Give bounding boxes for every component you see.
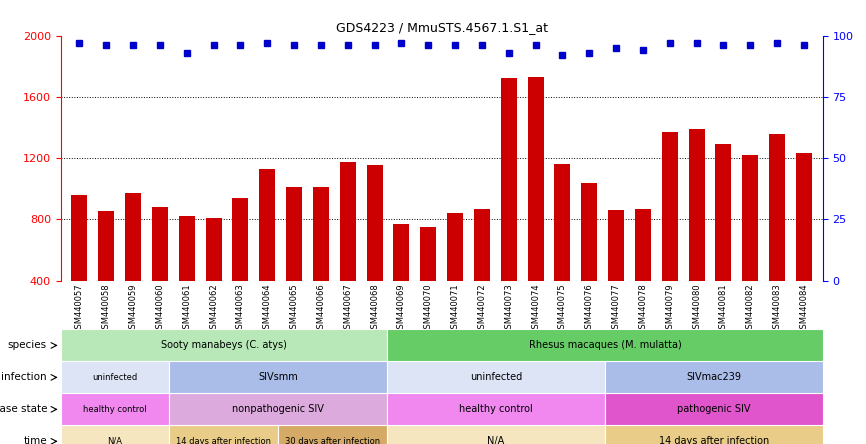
Text: disease state: disease state: [0, 404, 47, 414]
Bar: [339, 162, 356, 342]
Bar: [61, 425, 170, 444]
Bar: [796, 154, 812, 342]
Bar: [501, 79, 517, 342]
Text: nonpathogenic SIV: nonpathogenic SIV: [232, 404, 324, 414]
Bar: [387, 425, 605, 444]
Bar: [527, 77, 544, 342]
Text: 14 days after infection: 14 days after infection: [659, 436, 769, 444]
Bar: [205, 218, 222, 342]
Bar: [393, 224, 410, 342]
Bar: [447, 213, 463, 342]
Bar: [688, 129, 705, 342]
Bar: [715, 144, 732, 342]
Bar: [387, 329, 823, 361]
Bar: [605, 425, 823, 444]
Bar: [387, 393, 605, 425]
Bar: [61, 329, 387, 361]
Title: GDS4223 / MmuSTS.4567.1.S1_at: GDS4223 / MmuSTS.4567.1.S1_at: [336, 21, 547, 34]
Bar: [313, 187, 329, 342]
Bar: [170, 393, 387, 425]
Text: N/A: N/A: [107, 437, 123, 444]
Text: infection: infection: [2, 373, 47, 382]
Bar: [581, 182, 598, 342]
Bar: [71, 195, 87, 342]
Bar: [278, 425, 387, 444]
Bar: [554, 164, 571, 342]
Bar: [769, 134, 785, 342]
Bar: [232, 198, 249, 342]
Bar: [170, 425, 278, 444]
Bar: [125, 193, 141, 342]
Bar: [608, 210, 624, 342]
Bar: [387, 361, 605, 393]
Text: pathogenic SIV: pathogenic SIV: [677, 404, 751, 414]
Bar: [259, 169, 275, 342]
Text: time: time: [23, 436, 47, 444]
Text: Rhesus macaques (M. mulatta): Rhesus macaques (M. mulatta): [528, 341, 682, 350]
Bar: [474, 209, 490, 342]
Text: uninfected: uninfected: [93, 373, 138, 382]
Text: healthy control: healthy control: [459, 404, 533, 414]
Text: N/A: N/A: [488, 436, 505, 444]
Bar: [61, 393, 170, 425]
Text: species: species: [8, 341, 47, 350]
Text: healthy control: healthy control: [83, 405, 147, 414]
Bar: [98, 211, 114, 342]
Text: 14 days after infection: 14 days after infection: [177, 437, 271, 444]
Text: uninfected: uninfected: [470, 373, 522, 382]
Text: SIVmac239: SIVmac239: [687, 373, 741, 382]
Bar: [662, 132, 678, 342]
Bar: [178, 216, 195, 342]
Bar: [420, 227, 436, 342]
Bar: [170, 361, 387, 393]
Bar: [742, 155, 759, 342]
Text: SIVsmm: SIVsmm: [258, 373, 298, 382]
Bar: [152, 207, 168, 342]
Bar: [605, 393, 823, 425]
Text: 30 days after infection: 30 days after infection: [285, 437, 380, 444]
Bar: [61, 361, 170, 393]
Bar: [605, 361, 823, 393]
Bar: [286, 187, 302, 342]
Bar: [366, 165, 383, 342]
Bar: [635, 209, 651, 342]
Text: Sooty manabeys (C. atys): Sooty manabeys (C. atys): [161, 341, 287, 350]
